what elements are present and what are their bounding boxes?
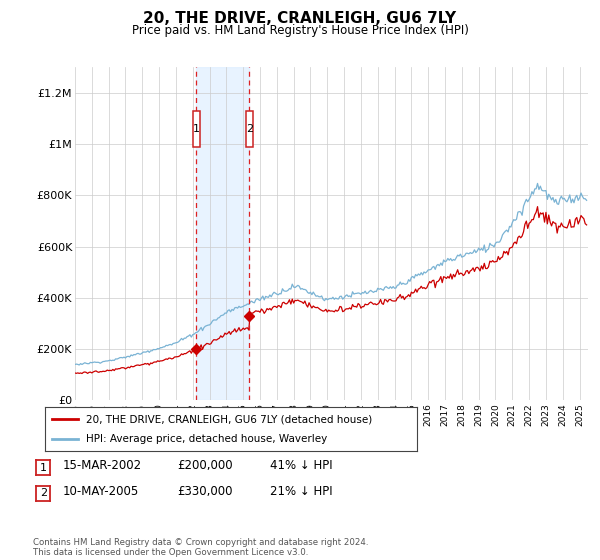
Text: £330,000: £330,000 [177, 485, 233, 498]
Text: 1: 1 [40, 463, 47, 473]
Text: 41% ↓ HPI: 41% ↓ HPI [270, 459, 332, 473]
Bar [196, 67, 250, 400]
Text: 2: 2 [246, 124, 253, 134]
FancyBboxPatch shape [193, 111, 200, 147]
Text: Price paid vs. HM Land Registry's House Price Index (HPI): Price paid vs. HM Land Registry's House … [131, 24, 469, 37]
Text: 1: 1 [193, 124, 200, 134]
Text: Contains HM Land Registry data © Crown copyright and database right 2024.
This d: Contains HM Land Registry data © Crown c… [33, 538, 368, 557]
Text: 20, THE DRIVE, CRANLEIGH, GU6 7LY: 20, THE DRIVE, CRANLEIGH, GU6 7LY [143, 11, 457, 26]
Text: 2: 2 [40, 488, 47, 498]
Text: 20, THE DRIVE, CRANLEIGH, GU6 7LY (detached house): 20, THE DRIVE, CRANLEIGH, GU6 7LY (detac… [86, 414, 372, 424]
Text: £200,000: £200,000 [177, 459, 233, 473]
Text: 10-MAY-2005: 10-MAY-2005 [63, 485, 139, 498]
Text: HPI: Average price, detached house, Waverley: HPI: Average price, detached house, Wave… [86, 433, 327, 444]
Text: 15-MAR-2002: 15-MAR-2002 [63, 459, 142, 473]
FancyBboxPatch shape [246, 111, 253, 147]
Text: 21% ↓ HPI: 21% ↓ HPI [270, 485, 332, 498]
